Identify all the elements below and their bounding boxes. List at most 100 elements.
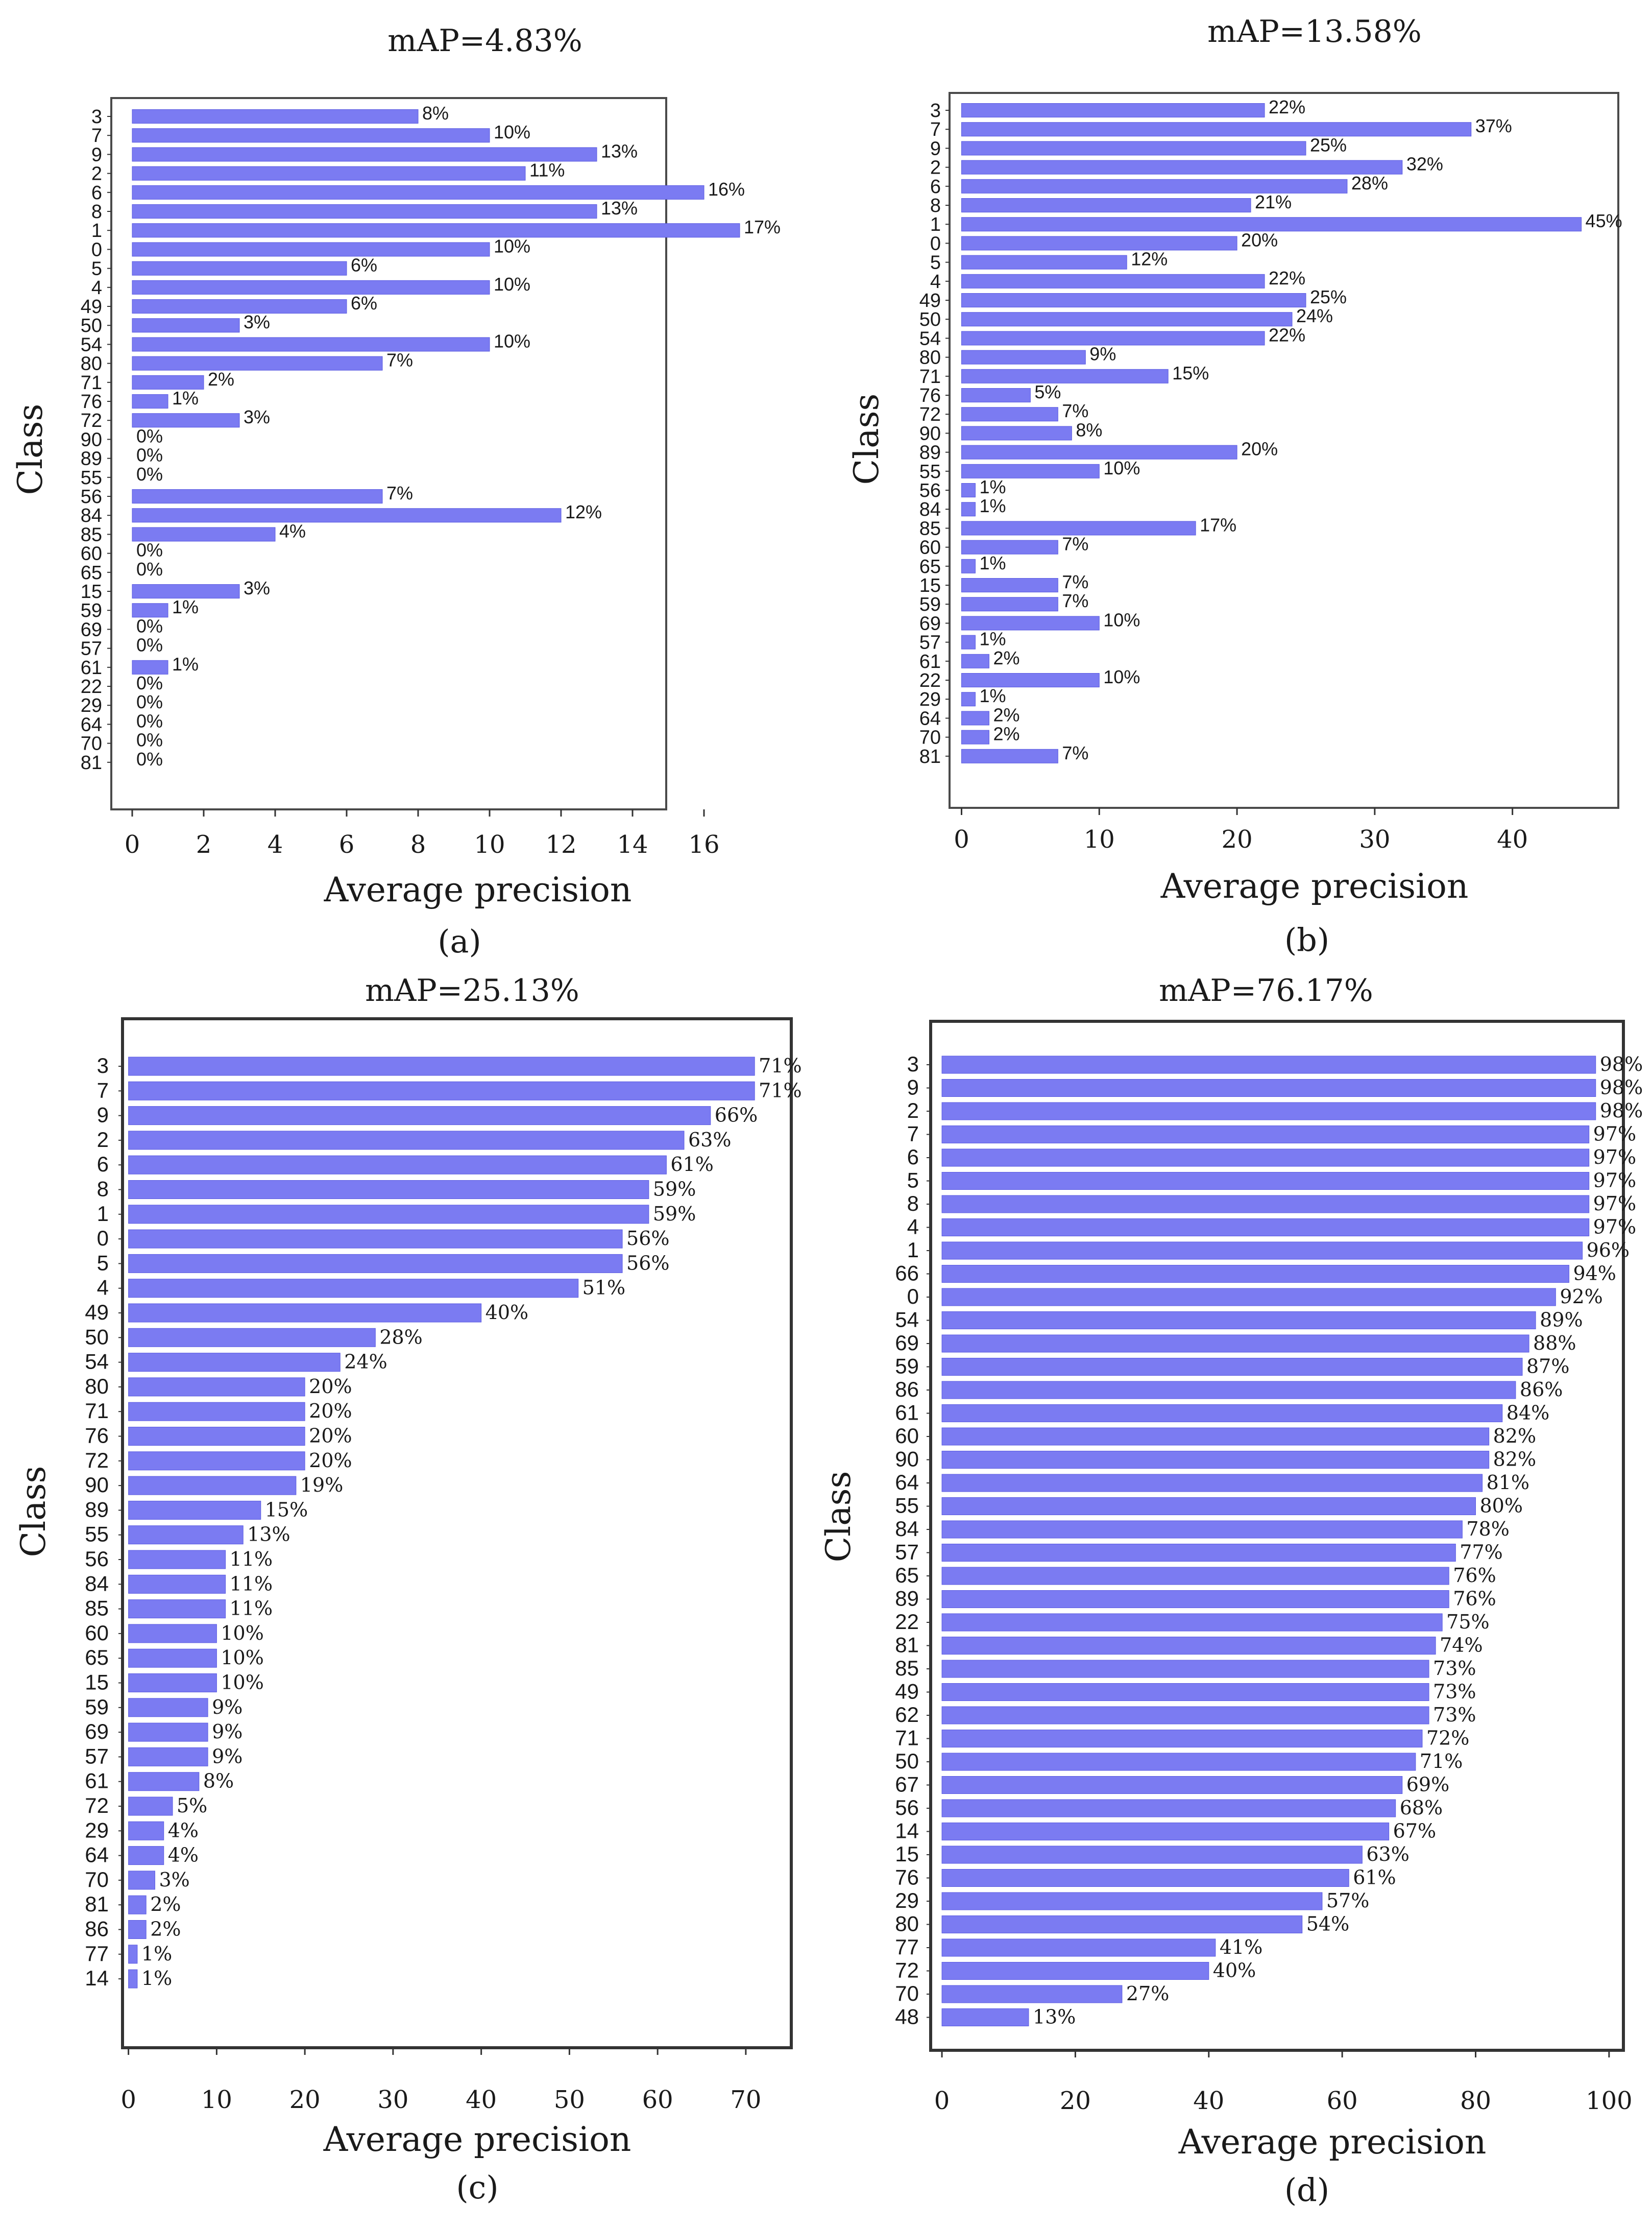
bar xyxy=(961,521,1196,536)
category-label: 9 xyxy=(97,1103,109,1127)
data-label: 6% xyxy=(351,255,377,276)
data-label: 76% xyxy=(1453,1588,1496,1610)
category-label: 7 xyxy=(97,1078,109,1102)
bar xyxy=(961,293,1306,307)
bar xyxy=(128,1698,208,1717)
bar xyxy=(128,1205,649,1224)
bar xyxy=(132,489,383,504)
data-label: 10% xyxy=(494,235,530,256)
category-label: 4 xyxy=(91,277,102,299)
chart-title: mAP=25.13% xyxy=(365,973,579,1009)
data-label: 21% xyxy=(1255,191,1292,212)
category-label: 76 xyxy=(895,1865,919,1889)
bar xyxy=(961,464,1100,478)
bar xyxy=(128,1624,217,1643)
bar xyxy=(132,299,347,314)
category-label: 9 xyxy=(907,1075,919,1099)
data-label: 25% xyxy=(1310,286,1347,307)
bar xyxy=(132,242,490,257)
category-label: 57 xyxy=(85,1744,109,1768)
category-label: 89 xyxy=(81,448,102,470)
x-tick-label: 60 xyxy=(642,2086,673,2114)
bar xyxy=(941,1520,1463,1539)
category-label: 15 xyxy=(895,1842,919,1866)
data-label: 82% xyxy=(1493,1448,1536,1471)
data-label: 5% xyxy=(177,1794,207,1817)
bar xyxy=(961,673,1100,687)
data-label: 1% xyxy=(141,1943,172,1965)
bar xyxy=(132,280,490,295)
bar xyxy=(941,1660,1429,1678)
bar xyxy=(128,1722,208,1742)
bar xyxy=(132,508,562,523)
bar xyxy=(128,1427,305,1446)
bar xyxy=(132,603,168,618)
category-label: 90 xyxy=(919,423,941,444)
bar xyxy=(128,1821,164,1840)
data-label: 8% xyxy=(1076,419,1102,440)
category-label: 7 xyxy=(930,119,941,140)
bar xyxy=(132,261,347,276)
data-label: 37% xyxy=(1475,115,1512,136)
data-label: 19% xyxy=(300,1474,343,1496)
bar xyxy=(128,1155,667,1175)
data-label: 41% xyxy=(1220,1936,1262,1958)
data-label: 92% xyxy=(1560,1285,1602,1308)
category-label: 2 xyxy=(907,1098,919,1122)
bar xyxy=(941,1915,1303,1933)
category-label: 89 xyxy=(85,1497,109,1521)
y-axis-label: Class xyxy=(11,404,50,495)
category-label: 85 xyxy=(919,518,941,539)
data-label: 13% xyxy=(601,140,638,161)
category-label: 80 xyxy=(919,347,941,369)
data-label: 1% xyxy=(979,629,1006,650)
data-label: 20% xyxy=(309,1425,352,1447)
category-label: 60 xyxy=(81,543,102,565)
category-label: 72 xyxy=(895,1958,919,1982)
category-label: 55 xyxy=(81,467,102,489)
data-label: 10% xyxy=(1103,458,1140,478)
category-label: 7 xyxy=(907,1122,919,1146)
data-label: 9% xyxy=(212,1720,242,1743)
category-label: 86 xyxy=(895,1377,919,1401)
data-label: 84% xyxy=(1507,1402,1549,1424)
data-label: 27% xyxy=(1126,1982,1169,2005)
data-label: 12% xyxy=(1131,249,1168,270)
data-label: 20% xyxy=(309,1400,352,1422)
category-label: 71 xyxy=(81,372,102,394)
bar xyxy=(941,1148,1590,1167)
bar xyxy=(128,1328,376,1347)
data-label: 17% xyxy=(744,217,781,237)
category-label: 5 xyxy=(930,252,941,274)
category-label: 1 xyxy=(930,214,941,235)
bar xyxy=(132,356,383,371)
bar xyxy=(941,1195,1590,1213)
data-label: 3% xyxy=(244,578,270,598)
bar xyxy=(128,1673,217,1692)
data-label: 22% xyxy=(1269,324,1305,345)
data-label: 8% xyxy=(422,103,449,124)
category-label: 50 xyxy=(81,315,102,337)
data-label: 8% xyxy=(203,1770,234,1792)
bar xyxy=(941,1613,1443,1632)
data-label: 6% xyxy=(351,293,377,314)
chart-title: mAP=4.83% xyxy=(387,23,582,59)
category-label: 2 xyxy=(97,1128,109,1152)
data-label: 7% xyxy=(1062,742,1088,763)
bar xyxy=(941,1962,1209,1980)
y-axis-label: Class xyxy=(847,394,886,485)
data-label: 59% xyxy=(653,1178,696,1201)
category-label: 50 xyxy=(85,1325,109,1349)
bar xyxy=(941,1311,1536,1329)
bar xyxy=(961,445,1237,460)
data-label: 94% xyxy=(1573,1262,1616,1285)
data-label: 97% xyxy=(1593,1146,1636,1168)
x-axis-label: Average precision xyxy=(323,2120,631,2159)
data-label: 0% xyxy=(136,635,163,656)
bar xyxy=(132,223,740,238)
bar xyxy=(132,147,597,162)
bar xyxy=(128,1402,305,1421)
bar xyxy=(941,1590,1449,1608)
category-label: 14 xyxy=(895,1819,919,1843)
